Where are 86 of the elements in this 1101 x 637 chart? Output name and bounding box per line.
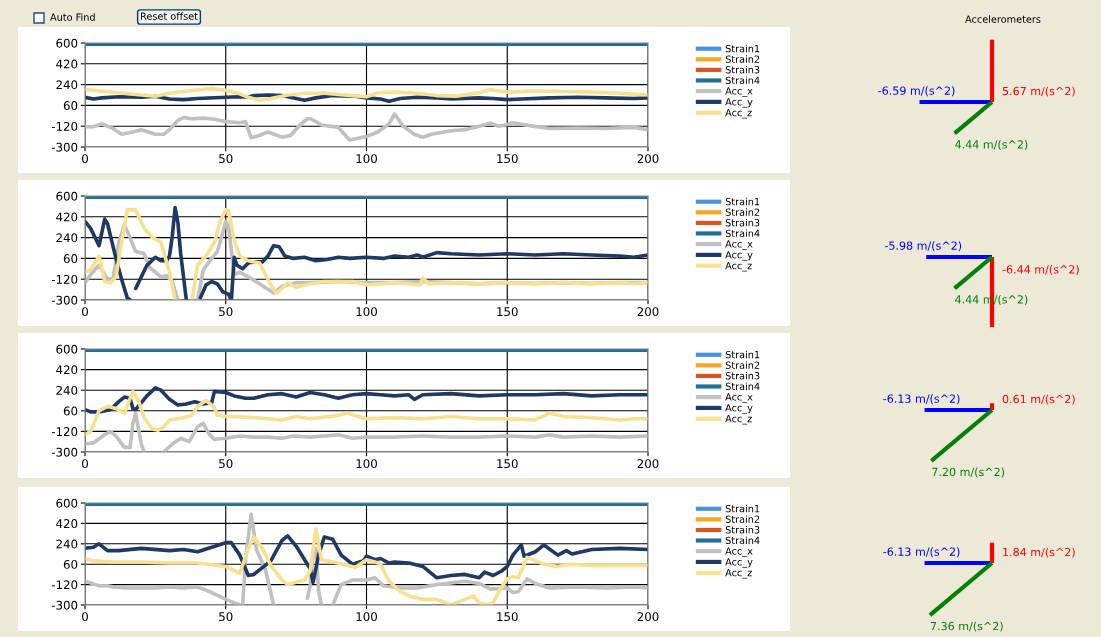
legend-label: Strain1 bbox=[725, 44, 760, 53]
x-tick-label: 150 bbox=[497, 459, 518, 469]
legend-label: Strain3 bbox=[725, 371, 760, 380]
y-tick-label: -300 bbox=[51, 295, 78, 305]
legend-label: Strain1 bbox=[725, 504, 760, 513]
data-label: -6.44 m/(s^2) bbox=[1002, 265, 1079, 275]
x-tick-label: 200 bbox=[637, 307, 659, 317]
legend-label: Acc_x bbox=[725, 547, 753, 557]
y-tick-label: 600 bbox=[56, 38, 78, 48]
text: Reset offset bbox=[141, 12, 198, 20]
y-tick-label: 420 bbox=[56, 519, 78, 529]
y-tick-label: -300 bbox=[51, 447, 78, 457]
data-label: 0.61 m/(s^2) bbox=[1002, 394, 1075, 405]
y-tick-label: 60 bbox=[63, 254, 78, 264]
legend-label: Strain2 bbox=[725, 55, 760, 63]
data-label: -6.13 m/(s^2) bbox=[883, 547, 960, 558]
data-label: 1.84 m/(s^2) bbox=[1003, 547, 1075, 558]
x-tick-label: 0 bbox=[82, 459, 88, 469]
data-label: 7.20 m/(s^2) bbox=[932, 467, 1005, 478]
legend-label: Strain1 bbox=[725, 350, 760, 359]
y-tick-label: -120 bbox=[51, 580, 78, 590]
x-tick-label: 200 bbox=[637, 612, 659, 622]
legend-label: Acc_x bbox=[725, 393, 753, 403]
legend-label: Strain4 bbox=[725, 382, 760, 391]
legend-label: Acc_z bbox=[725, 569, 752, 579]
x-tick-label: 50 bbox=[219, 154, 233, 164]
legend-label: Strain3 bbox=[725, 65, 760, 74]
legend-label: Strain4 bbox=[725, 536, 760, 545]
legend-label: Acc_z bbox=[725, 415, 752, 425]
legend-label: Strain1 bbox=[725, 197, 760, 206]
legend-label: Acc_y bbox=[725, 251, 753, 261]
data-label: 5.67 m/(s^2) bbox=[1002, 86, 1075, 97]
x-tick-label: 150 bbox=[497, 612, 518, 622]
y-tick-label: 240 bbox=[56, 385, 78, 395]
y-tick-label: 60 bbox=[63, 101, 78, 111]
x-tick-label: 200 bbox=[637, 459, 659, 469]
legend-label: Acc_y bbox=[725, 404, 753, 414]
legend-label: Strain2 bbox=[725, 208, 760, 216]
x-tick-label: 0 bbox=[82, 612, 88, 622]
data-label: 4.44 m/(s^2) bbox=[955, 140, 1028, 150]
y-tick-label: 60 bbox=[63, 406, 78, 416]
y-tick-label: 240 bbox=[56, 80, 78, 90]
y-tick-label: 600 bbox=[56, 498, 78, 508]
x-tick-label: 50 bbox=[219, 612, 233, 622]
y-tick-label: -120 bbox=[51, 274, 78, 284]
legend-label: Strain3 bbox=[725, 218, 760, 227]
x-tick-label: 0 bbox=[82, 154, 88, 164]
data-label: 7.36 m/(s^2) bbox=[930, 621, 1003, 632]
y-tick-label: 420 bbox=[56, 365, 78, 375]
y-tick-label: -300 bbox=[51, 600, 78, 610]
data-label: -6.59 m/(s^2) bbox=[878, 86, 955, 97]
x-tick-label: 100 bbox=[356, 154, 377, 164]
y-tick-label: 240 bbox=[56, 539, 78, 549]
y-tick-label: -300 bbox=[51, 142, 78, 152]
legend-label: Acc_z bbox=[725, 109, 752, 119]
y-tick-label: 600 bbox=[56, 191, 78, 201]
y-tick-label: 240 bbox=[56, 233, 78, 243]
text: Accelerometers bbox=[965, 15, 1041, 23]
x-tick-label: 50 bbox=[219, 459, 233, 469]
legend-label: Acc_z bbox=[725, 262, 752, 272]
x-tick-label: 200 bbox=[637, 154, 659, 164]
data-label: -5.98 m/(s^2) bbox=[884, 241, 962, 252]
x-tick-label: 100 bbox=[356, 459, 377, 469]
y-tick-label: 420 bbox=[56, 59, 78, 69]
x-tick-label: 100 bbox=[356, 612, 377, 622]
y-tick-label: 420 bbox=[56, 212, 78, 222]
y-tick-label: 60 bbox=[63, 559, 78, 569]
legend-label: Acc_y bbox=[725, 98, 753, 108]
x-tick-label: 0 bbox=[82, 307, 88, 317]
legend-label: Strain2 bbox=[725, 515, 760, 523]
legend-label: Strain4 bbox=[725, 229, 760, 237]
legend-label: Acc_y bbox=[725, 558, 753, 568]
x-tick-label: 150 bbox=[497, 154, 518, 164]
legend-label: Acc_x bbox=[725, 87, 753, 97]
x-tick-label: 150 bbox=[497, 307, 518, 317]
legend-label: Strain3 bbox=[725, 525, 760, 534]
text: Auto Find bbox=[50, 13, 95, 21]
y-tick-label: 600 bbox=[56, 344, 78, 354]
y-tick-label: -120 bbox=[51, 427, 78, 437]
y-tick-label: -120 bbox=[51, 121, 78, 131]
data-label: -6.13 m/(s^2) bbox=[883, 394, 960, 405]
x-tick-label: 50 bbox=[219, 307, 233, 317]
legend-label: Strain4 bbox=[725, 76, 760, 84]
legend-label: Acc_x bbox=[725, 240, 753, 250]
x-tick-label: 100 bbox=[356, 307, 377, 317]
legend-label: Strain2 bbox=[725, 361, 760, 369]
